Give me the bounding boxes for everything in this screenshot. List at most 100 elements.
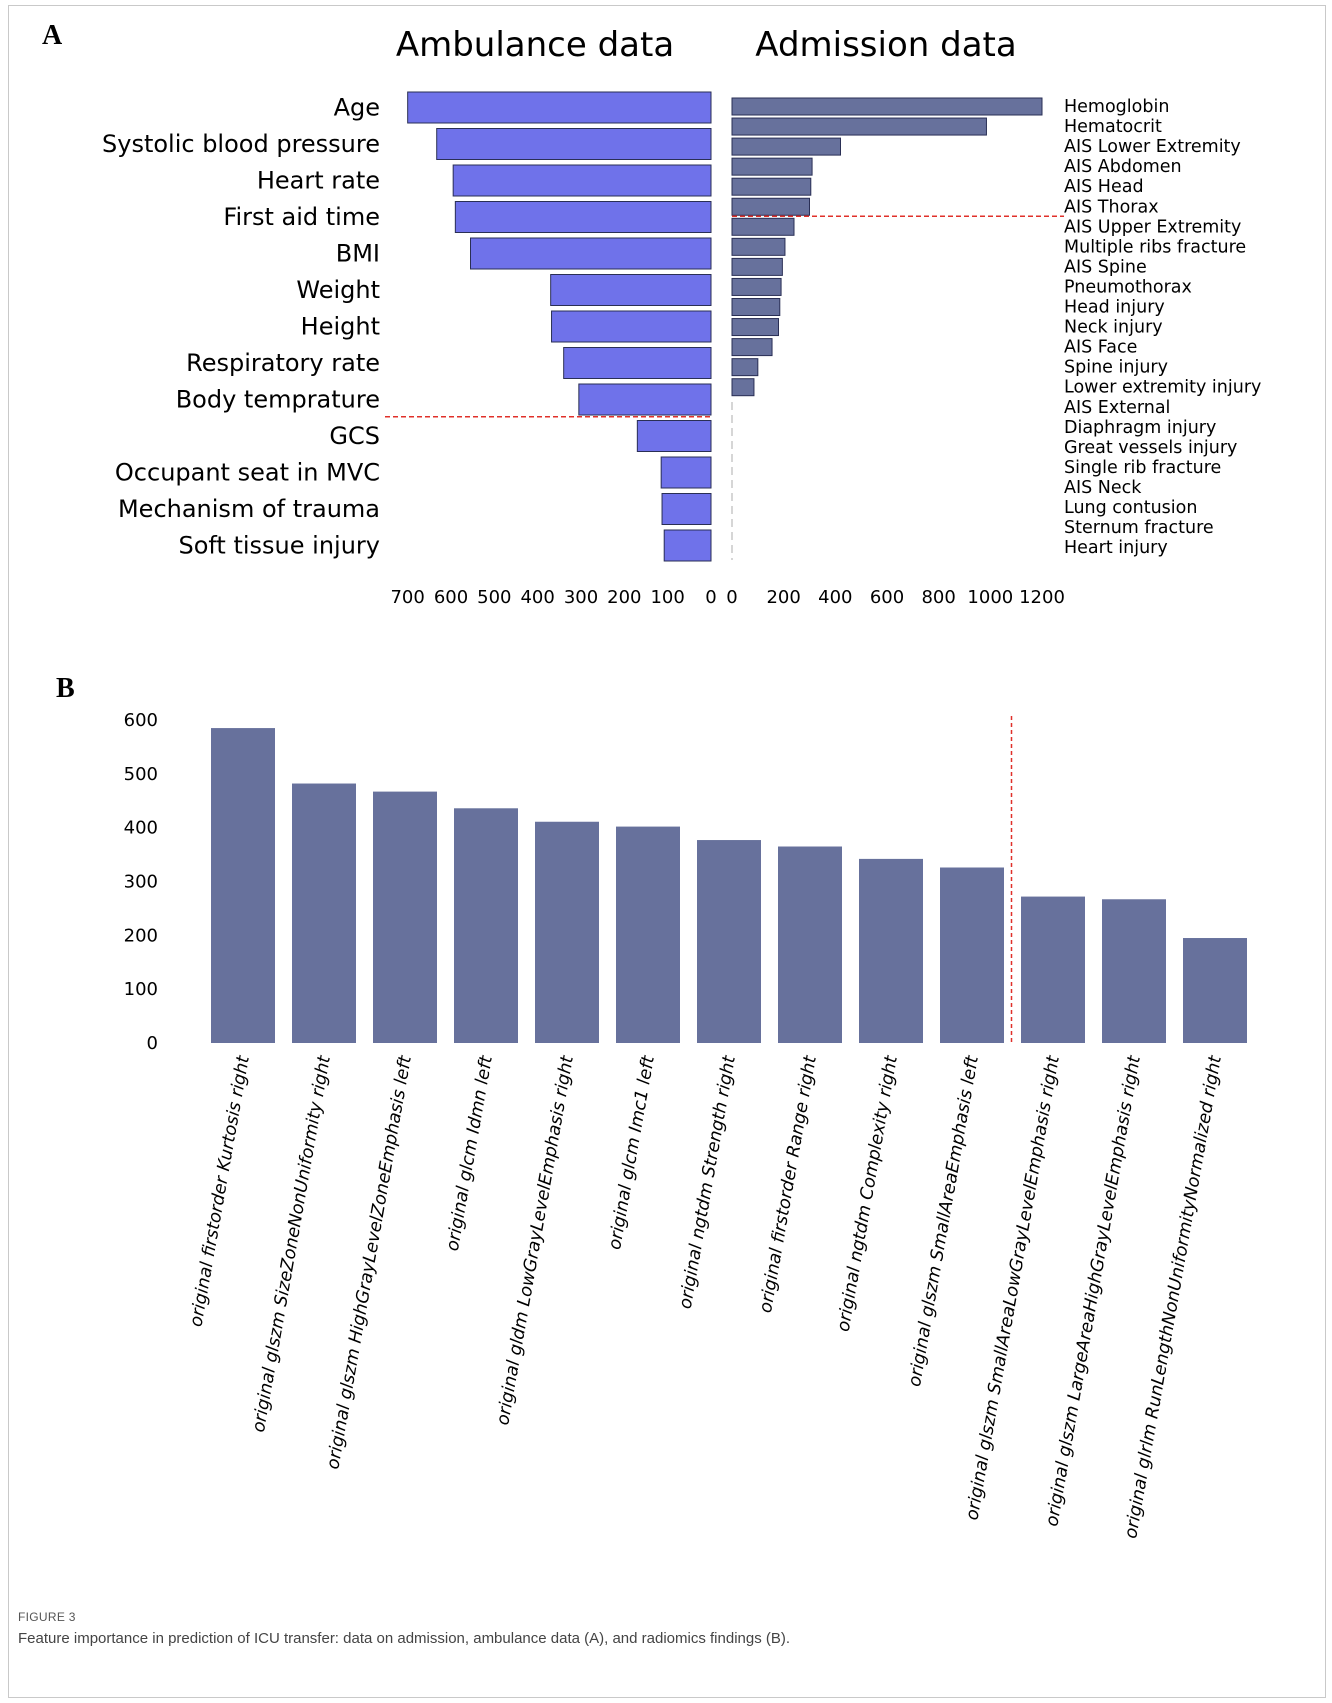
radiomics-ytick-600: 600 [124,710,158,731]
radiomics-bar-11 [1021,896,1085,1043]
figure-frame [8,5,1326,1698]
radiomics-label-11: original glszm SmallAreaLowGrayLevelEmph… [962,1053,1064,1521]
radiomics-label-2: original glszm SizeZoneNonUniformity rig… [249,1053,335,1434]
admission-label-hemoglobin: Hemoglobin [1064,97,1169,117]
admission-label-ais-neck: AIS Neck [1064,478,1142,498]
admission-bar-ais-thorax [731,197,810,216]
ambulance-label-systolic-blood-pressure: Systolic blood pressure [102,130,380,158]
panel-b-label: B [56,673,75,704]
radiomics-label-4: original glcm Idmn left [443,1053,497,1252]
admission-label-lower-extremity-injury: Lower extremity injury [1064,378,1261,398]
admission-label-sternum-fracture: Sternum fracture [1064,518,1214,538]
radiomics-bars: 0 100 200 300 400 500 600 original firstorder K… [124,710,1247,1540]
radiomics-label-9: original ngtdm Complexity right [834,1053,902,1333]
ambulance-bar-age [407,91,712,124]
admission-bar-ais-upper-extremity [731,217,795,236]
radiomics-bar-5 [535,821,599,1043]
admission-bar-multiple-ribs-fracture [731,237,786,256]
radiomics-label-5: original gldm LowGrayLevelEmphasis right [493,1053,578,1426]
admission-tick-200: 200 [766,587,800,608]
ambulance-bar-bmi [470,237,712,270]
ambulance-tick-600: 600 [434,587,468,608]
admission-label-multiple-ribs-fracture: Multiple ribs fracture [1064,237,1246,257]
admission-bar-hemoglobin [731,97,1043,116]
ambulance-label-weight: Weight [296,276,380,304]
ambulance-tick-0: 0 [705,587,716,608]
radiomics-bar-8 [778,846,842,1043]
radiomics-ytick-0: 0 [147,1033,158,1054]
ambulance-label-height: Height [301,313,380,341]
radiomics-label-6: original glcm Imc1 left [605,1053,659,1251]
admission-label-neck-injury: Neck injury [1064,318,1163,338]
admission-bar-pneumothorax [731,277,782,296]
radiomics-bar-1 [211,728,275,1043]
ambulance-label-heart-rate: Heart rate [257,167,380,195]
ambulance-bar-weight [550,274,712,306]
ambulance-label-bmi: BMI [336,240,380,268]
admission-label-ais-external: AIS External [1064,398,1170,418]
radiomics-ytick-500: 500 [124,764,158,785]
ambulance-bar-heart-rate [452,164,712,197]
ambulance-bar-mechanism-of-trauma [661,493,712,525]
panel-a: A Ambulance data Admission data Age Systo… [42,20,1261,608]
admission-tick-800: 800 [921,587,955,608]
admission-tick-1000: 1000 [967,587,1013,608]
admission-bar-ais-face [731,338,773,357]
radiomics-ytick-400: 400 [124,818,158,839]
admission-tick-400: 400 [818,587,852,608]
radiomics-label-13: original glrlm RunLengthNonUniformityNor… [1121,1053,1226,1540]
admission-bar-head-injury [731,298,781,316]
radiomics-bar-3 [373,791,437,1043]
radiomics-bar-9 [859,858,923,1043]
radiomics-bar-12 [1102,899,1166,1043]
ambulance-bar-body-temprature [578,383,712,416]
ambulance-label-age: Age [334,94,380,122]
ambulance-label-mechanism-of-trauma: Mechanism of trauma [118,495,380,523]
ambulance-chart-title: Ambulance data [396,25,674,65]
radiomics-bar-6 [616,826,680,1043]
radiomics-label-1: original firstorder Kurtosis right [187,1053,255,1328]
ambulance-tick-200: 200 [607,587,641,608]
admission-tick-600: 600 [870,587,904,608]
radiomics-label-7: original ngtdm Strength right [676,1053,740,1310]
ambulance-tick-700: 700 [390,587,424,608]
radiomics-label-8: original firstorder Range right [756,1053,821,1314]
radiomics-label-12: original glszm LargeAreaHighGrayLevelEmp… [1042,1053,1145,1528]
admission-label-lung-contusion: Lung contusion [1064,498,1197,518]
radiomics-bar-10 [940,867,1004,1043]
admission-label-head-injury: Head injury [1064,298,1165,318]
radiomics-ytick-300: 300 [124,872,158,893]
ambulance-bar-respiratory-rate [563,347,712,379]
radiomics-label-3: original glszm HighGrayLevelZoneEmphasis… [323,1053,416,1471]
ambulance-bar-gcs [636,420,712,452]
admission-bar-hematocrit [731,117,987,136]
admission-label-ais-spine: AIS Spine [1064,257,1147,277]
admission-label-diaphragm-injury: Diaphragm injury [1064,418,1216,438]
radiomics-ytick-100: 100 [124,979,158,1000]
radiomics-bar-13 [1183,938,1247,1043]
admission-label-ais-upper-extremity: AIS Upper Extremity [1064,217,1241,237]
caption-text: Feature importance in prediction of ICU … [18,1630,791,1647]
figure-caption: FIGURE 3 Feature importance in predictio… [18,1610,1308,1647]
ambulance-bar-height [551,310,712,343]
figure-3-chart: A Ambulance data Admission data Age Systo… [42,20,1261,1540]
admission-label-single-rib-fracture: Single rib fracture [1064,458,1221,478]
admission-bar-ais-spine [731,257,783,276]
ambulance-tick-100: 100 [650,587,684,608]
admission-label-heart-injury: Heart injury [1064,538,1168,558]
ambulance-tick-500: 500 [477,587,511,608]
admission-label-great-vessels-injury: Great vessels injury [1064,438,1237,458]
admission-label-ais-lower-extremity: AIS Lower Extremity [1064,137,1241,157]
admission-bar-ais-head [731,177,812,196]
radiomics-bar-2 [292,783,356,1043]
admission-label-ais-head: AIS Head [1064,177,1144,197]
admission-chart-title: Admission data [755,25,1016,65]
ambulance-bar-first-aid-time [454,201,712,233]
ambulance-label-body-temprature: Body temprature [176,386,380,414]
ambulance-tick-400: 400 [520,587,554,608]
admission-bar-spine-injury [731,358,759,377]
admission-label-ais-abdomen: AIS Abdomen [1064,157,1182,177]
ambulance-bar-soft-tissue-injury [663,529,712,562]
admission-tick-1200: 1200 [1019,587,1065,608]
admission-bar-ais-abdomen [731,157,813,176]
